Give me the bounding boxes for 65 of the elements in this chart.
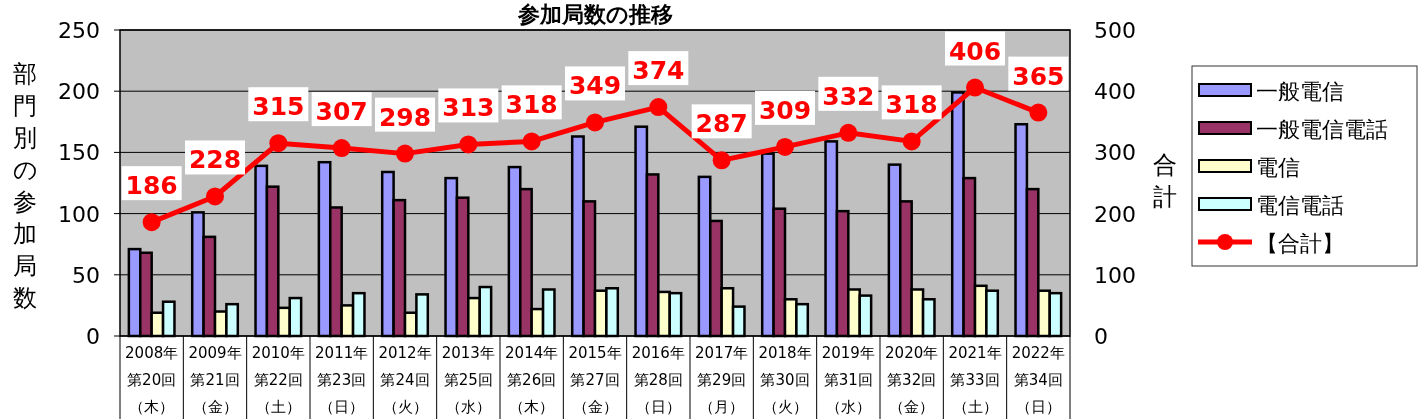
x-tick-label: 2019年第31回（水）	[821, 344, 875, 416]
chart-title: 参加局数の推移	[516, 2, 673, 27]
y-axis-title: 部門別の参加局数	[12, 60, 38, 312]
point	[142, 213, 161, 232]
y-tick-label: 200	[58, 79, 100, 105]
data-label: 374	[632, 56, 685, 86]
data-label: 228	[188, 145, 242, 175]
point	[776, 137, 794, 156]
y2-tick-label: 300	[1094, 140, 1136, 166]
x-tick-label: 2021年第33回（土）	[948, 344, 1002, 416]
point	[206, 187, 224, 206]
x-tick-label: 2016年第28回（日）	[631, 344, 685, 416]
y-tick-label: 50	[72, 262, 100, 288]
data-label: 332	[822, 81, 875, 111]
x-tick-label: 2010年第22回（土）	[251, 344, 305, 416]
legend-label: 一般電信電話	[1256, 117, 1388, 142]
x-tick-label: 2022年第34回（日）	[1011, 344, 1065, 416]
x-tick-label: 2008年第20回（木）	[125, 344, 179, 416]
data-label: 365	[1012, 61, 1065, 91]
data-label: 309	[758, 95, 812, 125]
y-tick-label: 250	[58, 18, 100, 43]
data-label: 313	[442, 93, 495, 123]
data-label: 298	[378, 102, 432, 132]
data-label: 318	[885, 90, 938, 120]
data-label: 315	[252, 92, 305, 122]
data-label: 318	[505, 90, 558, 120]
y2-tick-label: 200	[1094, 201, 1136, 227]
x-tick-label: 2015年第27回（金）	[568, 344, 622, 416]
point	[1029, 103, 1048, 122]
point	[396, 144, 414, 163]
x-tick-label: 2020年第32回（金）	[885, 344, 939, 416]
x-tick-label: 2009年第21回（金）	[188, 344, 242, 416]
point	[269, 134, 288, 153]
point	[522, 132, 541, 151]
y2-tick-label: 0	[1094, 324, 1108, 349]
x-tick-label: 2011年第23回（日）	[315, 344, 369, 416]
y2-tick-label: 500	[1094, 18, 1136, 43]
legend-label: 電信電話	[1256, 193, 1344, 218]
y2-tick-label: 100	[1094, 262, 1136, 288]
data-label: 406	[948, 36, 1002, 66]
x-tick-label: 2012年第24回（火）	[378, 344, 432, 416]
y-tick-label: 150	[58, 140, 100, 166]
point	[839, 123, 858, 142]
y-tick-label: 100	[58, 201, 100, 227]
legend-label: 【合計】	[1256, 231, 1344, 256]
legend-label: 一般電信	[1256, 79, 1344, 104]
x-tick-label: 2013年第25回（水）	[441, 344, 495, 416]
y2-tick-label: 400	[1094, 79, 1136, 105]
x-tick-label: 2018年第30回（火）	[758, 344, 812, 416]
point	[459, 135, 478, 154]
y2-axis-title: 合計	[1153, 151, 1177, 211]
data-label: 307	[315, 97, 368, 127]
data-label: 349	[568, 71, 622, 101]
x-tick-label: 2014年第26回（木）	[505, 344, 559, 416]
legend-label: 電信	[1256, 155, 1300, 180]
y-tick-label: 0	[86, 324, 100, 349]
point	[586, 113, 604, 132]
x-tick-label: 2017年第29回（月）	[695, 344, 749, 416]
point	[649, 98, 668, 117]
data-label: 287	[695, 109, 748, 139]
point	[966, 78, 984, 97]
point	[712, 151, 731, 170]
point	[332, 139, 351, 158]
point	[902, 132, 921, 151]
data-label: 186	[125, 171, 178, 201]
